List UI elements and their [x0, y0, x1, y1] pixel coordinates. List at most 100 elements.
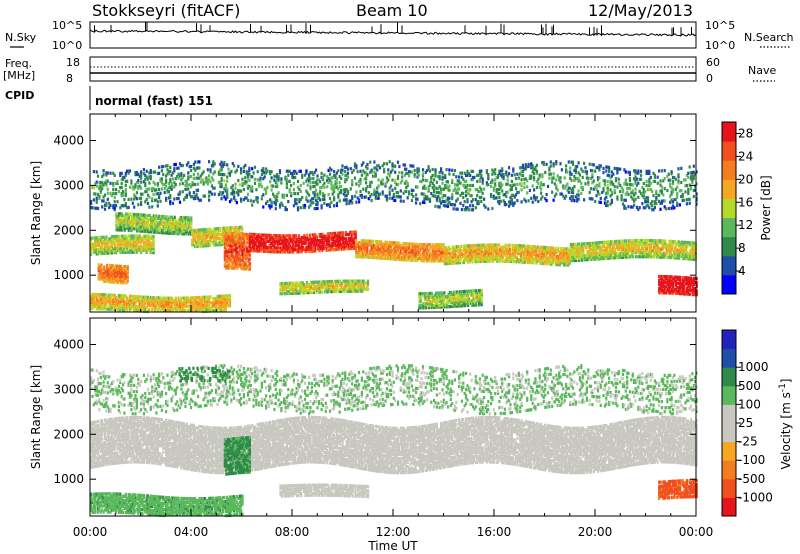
power-cell: [234, 187, 236, 190]
power-cell: [203, 170, 205, 173]
power-cell: [219, 227, 221, 230]
power-cell: [226, 180, 228, 183]
power-cell: [190, 216, 192, 219]
power-cell: [171, 182, 173, 185]
power-cell: [187, 187, 189, 190]
power-cell: [460, 249, 462, 252]
power-cell: [179, 182, 181, 185]
power-cell: [286, 194, 288, 197]
power-cell: [126, 180, 128, 183]
power-cell: [112, 182, 114, 185]
power-cell: [187, 171, 189, 174]
power-cell: [294, 176, 296, 179]
power-cell: [179, 191, 181, 194]
cpid-label: CPID: [5, 89, 34, 102]
power-cell: [148, 308, 150, 311]
power-cell: [221, 177, 223, 180]
nsearch-label: N.Search: [744, 31, 794, 44]
power-cell: [165, 197, 167, 200]
power-cell: [236, 201, 238, 204]
power-cell: [121, 182, 123, 185]
power-cell: [173, 197, 175, 200]
power-cell: [304, 204, 306, 207]
nsearch-tick-bottom: 10^0: [705, 39, 735, 52]
power-cell: [295, 234, 297, 237]
power-cell: [190, 169, 192, 172]
power-cell: [106, 264, 108, 267]
power-cell: [239, 183, 241, 186]
power-cell: [264, 175, 266, 178]
power-cell: [107, 180, 109, 183]
power-cell: [293, 188, 295, 191]
power-cell: [157, 204, 159, 207]
power-cell: [221, 197, 223, 200]
power-cell: [664, 240, 666, 243]
power-cell: [161, 177, 163, 180]
power-cell: [211, 193, 213, 196]
power-cell: [248, 179, 250, 182]
power-cell: [140, 201, 142, 204]
date-title: 12/May/2013: [588, 1, 693, 20]
power-cell: [305, 169, 307, 172]
power-cell: [190, 226, 192, 229]
power-cell: [294, 192, 296, 195]
power-cell: [498, 243, 500, 246]
power-cell: [296, 198, 298, 201]
power-cell: [244, 164, 246, 167]
power-cell: [236, 169, 238, 172]
power-cell: [154, 183, 156, 186]
power-cell: [226, 188, 228, 191]
power-cell: [189, 191, 191, 194]
power-cell: [290, 184, 292, 187]
power-cell: [309, 234, 311, 237]
power-cell: [248, 167, 250, 170]
power-cell: [137, 203, 139, 206]
power-cell: [300, 170, 302, 173]
power-cell: [209, 168, 211, 171]
power-cell: [306, 234, 308, 237]
power-cell: [234, 183, 236, 186]
power-cell: [94, 192, 96, 195]
power-cell: [275, 207, 277, 210]
freq-unit-label: [MHz]: [3, 69, 35, 82]
power-cell: [223, 179, 225, 182]
power-cell: [262, 167, 264, 170]
power-cell: [182, 164, 184, 167]
power-cell: [114, 200, 116, 203]
power-cell: [103, 173, 105, 176]
power-cell: [190, 165, 192, 168]
power-cell: [266, 170, 268, 173]
freq-tick-bottom: 8: [66, 72, 73, 85]
power-cell: [297, 180, 299, 183]
power-cell: [241, 226, 243, 229]
power-cell: [196, 193, 198, 196]
power-cell: [169, 194, 171, 197]
power-cell: [279, 169, 281, 172]
power-cell: [209, 295, 211, 298]
power-cell: [297, 206, 299, 209]
power-cell: [116, 200, 118, 203]
power-cell: [148, 196, 150, 199]
power-cell: [109, 172, 111, 175]
power-cell: [316, 235, 318, 238]
power-cell: [212, 178, 214, 181]
power-cell: [125, 188, 127, 191]
power-cell: [208, 160, 210, 163]
power-cell: [114, 196, 116, 199]
power-cell: [244, 176, 246, 179]
power-cell: [175, 163, 177, 166]
power-cell: [158, 166, 160, 169]
power-cell: [182, 182, 184, 185]
power-cell: [618, 240, 620, 243]
power-cell: [194, 161, 196, 164]
power-cell: [187, 161, 189, 164]
power-cell: [271, 188, 273, 191]
power-cell: [230, 170, 232, 173]
power-cell: [266, 200, 268, 203]
power-cell: [297, 192, 299, 195]
power-cell: [505, 244, 507, 247]
nave-label: Nave: [748, 64, 776, 77]
power-cell: [97, 175, 99, 178]
power-cell: [232, 184, 234, 187]
